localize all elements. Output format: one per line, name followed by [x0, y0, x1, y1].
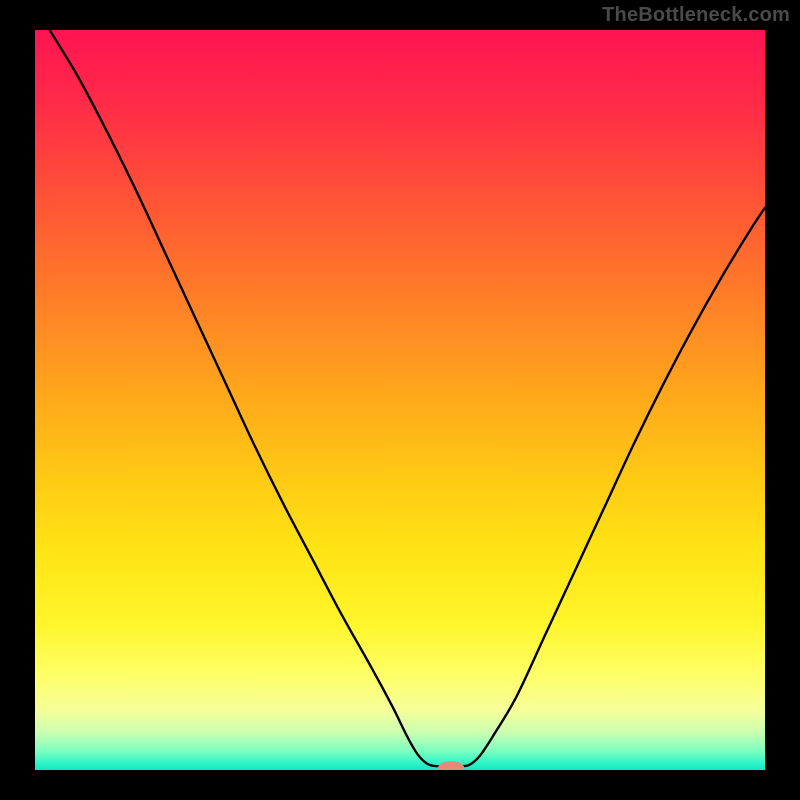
- chart-container: TheBottleneck.com: [0, 0, 800, 800]
- plot-area: [35, 30, 765, 770]
- gradient-background: [35, 30, 765, 770]
- watermark-text: TheBottleneck.com: [602, 4, 790, 27]
